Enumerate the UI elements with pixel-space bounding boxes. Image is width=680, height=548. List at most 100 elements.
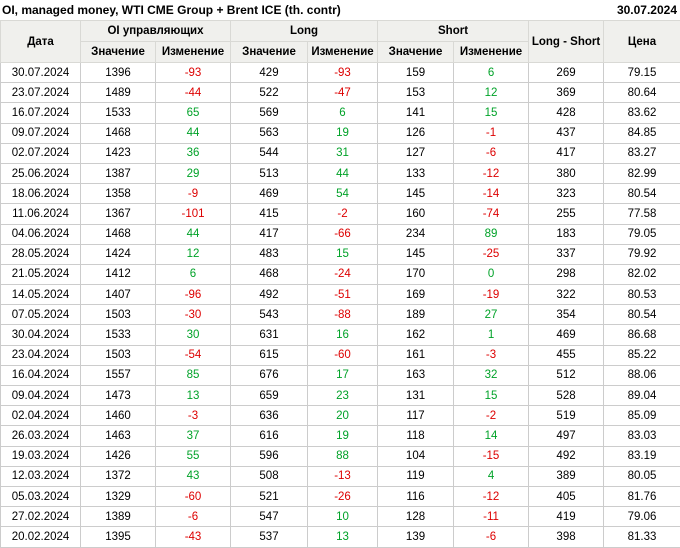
- cell-oi-value: 1424: [80, 243, 156, 265]
- cell-long-change: 19: [306, 425, 379, 447]
- table-row: 25.06.2024 1387 29 513 44 133 -12 380 82.99: [0, 162, 680, 185]
- cell-price: 83.62: [603, 102, 680, 124]
- cell-oi-value: 1473: [80, 384, 156, 407]
- cell-long-value: 469: [230, 183, 308, 205]
- cell-short-value: 117: [377, 405, 455, 427]
- cell-short-value: 116: [377, 485, 455, 508]
- cell-short-value: 119: [377, 465, 455, 487]
- cell-long-value: 616: [230, 425, 308, 447]
- col-header-long-value: Значение: [230, 41, 308, 63]
- cell-oi-change: 6: [155, 263, 231, 286]
- cell-short-value: 126: [377, 122, 455, 144]
- cell-oi-value: 1503: [80, 344, 156, 366]
- cell-oi-value: 1372: [80, 465, 156, 487]
- cell-long-change: 13: [306, 526, 379, 548]
- cell-price: 88.06: [603, 364, 680, 387]
- cell-oi-value: 1489: [80, 82, 156, 104]
- table-row: 27.02.2024 1389 -6 547 10 128 -11 419 79.06: [0, 506, 680, 528]
- cell-oi-value: 1533: [80, 102, 156, 124]
- cell-price: 77.58: [603, 203, 680, 225]
- cell-price: 89.04: [603, 384, 680, 407]
- cell-short-value: 133: [377, 162, 455, 185]
- cell-long-value: 483: [230, 243, 308, 265]
- cell-short-change: -1: [453, 122, 530, 144]
- cell-date: 23.07.2024: [0, 82, 81, 104]
- cell-long-value: 492: [230, 284, 308, 306]
- cell-short-value: 234: [377, 223, 455, 245]
- header-row-subcolumns: Значение Изменение Значение Изменение Зн…: [1, 41, 680, 63]
- cell-oi-change: 37: [155, 425, 231, 447]
- cell-date: 30.04.2024: [0, 324, 81, 346]
- cell-long-change: -93: [306, 61, 379, 84]
- cell-price: 85.09: [603, 405, 680, 427]
- header-row-groups: Дата OI управляющих Long Short Long - Sh…: [0, 20, 680, 63]
- cell-date: 02.04.2024: [0, 405, 81, 427]
- col-header-oi-group: OI управляющих: [80, 20, 231, 42]
- cell-long-value: 659: [230, 384, 308, 407]
- cell-oi-value: 1358: [80, 183, 156, 205]
- cell-price: 80.64: [603, 82, 680, 104]
- cell-long-value: 468: [230, 263, 308, 286]
- cell-long-short: 255: [528, 203, 605, 225]
- cell-oi-change: 29: [155, 162, 231, 185]
- cell-long-short: 497: [528, 425, 605, 447]
- cell-date: 09.04.2024: [0, 384, 81, 407]
- cell-oi-value: 1367: [80, 203, 156, 225]
- cell-oi-value: 1423: [80, 142, 156, 164]
- cell-date: 21.05.2024: [0, 263, 81, 286]
- cell-oi-change: 13: [155, 384, 231, 407]
- cell-long-change: 88: [306, 445, 379, 467]
- cell-date: 12.03.2024: [0, 465, 81, 487]
- cell-long-value: 522: [230, 82, 308, 104]
- table-row: 23.04.2024 1503 -54 615 -60 161 -3 455 85.22: [0, 344, 680, 366]
- cell-long-value: 631: [230, 324, 308, 346]
- cell-price: 82.02: [603, 263, 680, 286]
- cell-date: 20.02.2024: [0, 526, 81, 548]
- cell-price: 79.06: [603, 506, 680, 528]
- table-row: 28.05.2024 1424 12 483 15 145 -25 337 79.92: [0, 243, 680, 265]
- cell-long-value: 415: [230, 203, 308, 225]
- cell-short-value: 161: [377, 344, 455, 366]
- cell-short-change: -19: [453, 284, 530, 306]
- cell-long-short: 455: [528, 344, 605, 366]
- cell-oi-change: 43: [155, 465, 231, 487]
- cell-oi-change: -43: [155, 526, 231, 548]
- cell-price: 80.54: [603, 304, 680, 326]
- table-row: 30.07.2024 1396 -93 429 -93 159 6 269 79.15: [0, 61, 680, 84]
- cell-date: 14.05.2024: [0, 284, 81, 306]
- cell-long-value: 521: [230, 485, 308, 508]
- cell-short-change: -6: [453, 142, 530, 164]
- cell-date: 07.05.2024: [0, 304, 81, 326]
- cell-price: 82.99: [603, 162, 680, 185]
- cell-date: 19.03.2024: [0, 445, 81, 467]
- cell-long-change: -24: [306, 263, 379, 286]
- cell-short-change: 89: [453, 223, 530, 245]
- cell-date: 09.07.2024: [0, 122, 81, 144]
- col-header-oi-change: Изменение: [155, 41, 231, 63]
- cell-short-value: 189: [377, 304, 455, 326]
- cell-long-value: 596: [230, 445, 308, 467]
- cell-oi-change: -3: [155, 405, 231, 427]
- cell-short-value: 159: [377, 61, 455, 84]
- cell-long-short: 512: [528, 364, 605, 387]
- cell-short-change: 15: [453, 102, 530, 124]
- cell-oi-value: 1387: [80, 162, 156, 185]
- cell-long-short: 337: [528, 243, 605, 265]
- cell-long-short: 354: [528, 304, 605, 326]
- col-header-short-change: Изменение: [453, 41, 530, 63]
- cell-long-change: -66: [306, 223, 379, 245]
- cell-oi-value: 1468: [80, 223, 156, 245]
- cell-oi-value: 1389: [80, 506, 156, 528]
- table-row: 16.07.2024 1533 65 569 6 141 15 428 83.62: [0, 102, 680, 124]
- cell-short-value: 145: [377, 183, 455, 205]
- cell-price: 81.76: [603, 485, 680, 508]
- cell-short-change: 1: [453, 324, 530, 346]
- cell-long-short: 298: [528, 263, 605, 286]
- cell-long-value: 615: [230, 344, 308, 366]
- cell-oi-value: 1412: [80, 263, 156, 286]
- col-header-long-change: Изменение: [306, 41, 379, 63]
- cell-oi-value: 1557: [80, 364, 156, 387]
- table-row: 02.07.2024 1423 36 544 31 127 -6 417 83.27: [0, 142, 680, 164]
- col-header-date: Дата: [0, 20, 81, 63]
